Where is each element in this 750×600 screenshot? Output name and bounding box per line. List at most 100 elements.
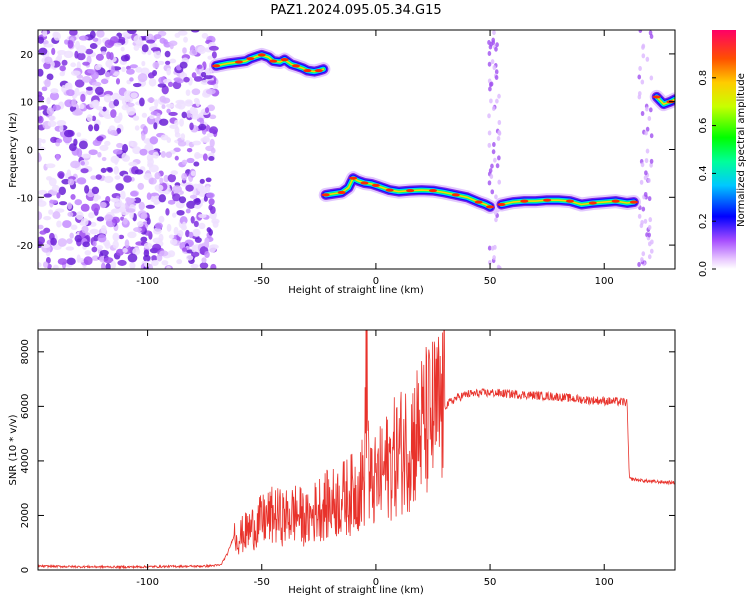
noise-blob xyxy=(48,115,56,121)
noise-blob xyxy=(147,97,155,103)
noise-blob xyxy=(133,227,142,233)
stripe-blob xyxy=(489,98,493,104)
noise-blob xyxy=(111,208,118,214)
noise-blob xyxy=(173,147,181,153)
noise-blob xyxy=(153,227,162,235)
noise-blob xyxy=(91,81,102,87)
noise-blob xyxy=(132,247,141,256)
noise-blob xyxy=(70,160,81,169)
x-tick-label: -50 xyxy=(254,577,270,588)
noise-blob xyxy=(58,186,67,196)
stripe-blob xyxy=(643,218,648,224)
noise-blob xyxy=(140,81,146,86)
stripe-blob xyxy=(649,133,654,139)
signal-peak xyxy=(629,200,638,204)
colorbar-ticks: 0.0 0.2 0.4 0.6 0.8 xyxy=(698,70,716,277)
noise-blob xyxy=(194,197,201,206)
noise-blob xyxy=(157,60,165,65)
noise-blob xyxy=(160,151,166,158)
noise-blob xyxy=(181,111,187,119)
signal-peak xyxy=(212,64,221,68)
noise-blob xyxy=(166,137,172,143)
noise-blob xyxy=(127,231,137,239)
noise-blob xyxy=(126,68,135,75)
noise-blob xyxy=(81,76,92,83)
noise-blob xyxy=(80,161,86,166)
noise-blob xyxy=(196,64,203,70)
noise-blob xyxy=(153,49,162,59)
noise-blob xyxy=(201,257,207,264)
stripe-blob xyxy=(649,158,654,164)
noise-blob xyxy=(205,145,215,152)
noise-blob xyxy=(174,132,181,138)
noise-blob xyxy=(59,71,66,77)
stripe-blob xyxy=(487,61,492,67)
noise-blob xyxy=(95,53,104,61)
noise-blob xyxy=(202,135,210,142)
noise-blob xyxy=(125,208,136,213)
noise-blob xyxy=(191,88,201,96)
colorbar-tick-label: 0.0 xyxy=(698,261,709,277)
noise-blob xyxy=(76,177,87,185)
noise-blob xyxy=(182,247,188,252)
noise-blob xyxy=(84,185,90,194)
noise-blob xyxy=(41,86,48,92)
signal-peak xyxy=(314,69,323,73)
noise-blob xyxy=(143,242,153,249)
noise-blob xyxy=(38,95,45,102)
noise-blob xyxy=(181,221,187,230)
noise-blob xyxy=(92,99,100,108)
noise-blob xyxy=(53,31,61,41)
noise-blob xyxy=(91,186,100,195)
noise-blob xyxy=(88,149,98,156)
signal-peak xyxy=(406,189,415,193)
noise-blob xyxy=(61,85,67,93)
noise-blob xyxy=(93,123,100,132)
stripe-blob xyxy=(497,129,502,135)
snr-series-line xyxy=(38,330,675,570)
noise-blob xyxy=(85,48,94,55)
noise-blob xyxy=(116,142,124,149)
noise-blob xyxy=(186,254,194,261)
noise-blob xyxy=(194,204,202,210)
signal-peak xyxy=(543,198,552,202)
noise-blob xyxy=(204,250,210,258)
signal-peak xyxy=(291,64,300,68)
noise-blob xyxy=(146,217,151,225)
noise-blob xyxy=(104,39,114,49)
stripe-blob xyxy=(492,65,497,71)
noise-blob xyxy=(199,262,209,269)
noise-blob xyxy=(75,40,81,50)
noise-blob xyxy=(208,45,219,51)
noise-blob xyxy=(168,234,175,239)
y-tick-label: 8000 xyxy=(20,339,31,364)
noise-blob xyxy=(184,100,194,107)
noise-blob xyxy=(152,243,162,252)
noise-blob xyxy=(199,118,205,126)
noise-blob xyxy=(127,30,137,35)
noise-blob xyxy=(50,88,59,94)
noise-blob xyxy=(158,215,165,223)
noise-blob xyxy=(147,72,155,79)
noise-blob xyxy=(89,228,100,235)
noise-blob xyxy=(209,138,215,148)
spectrogram-x-axis-label: Height of straight line (km) xyxy=(288,285,424,296)
stripe-blob xyxy=(494,74,499,80)
noise-blob xyxy=(125,197,132,203)
stripe-blob xyxy=(638,65,642,71)
noise-blob xyxy=(181,159,188,165)
noise-blob xyxy=(55,153,60,161)
noise-blob xyxy=(207,80,217,86)
noise-blob xyxy=(63,129,74,138)
stripe-blob xyxy=(647,254,652,260)
y-tick-label: 2000 xyxy=(20,503,31,528)
noise-blob xyxy=(64,82,71,90)
noise-blob xyxy=(94,86,104,95)
noise-blob xyxy=(38,138,44,144)
noise-blob xyxy=(153,200,159,206)
noise-blob xyxy=(175,99,185,105)
noise-blob xyxy=(206,132,214,138)
noise-blob xyxy=(70,193,76,200)
noise-blob xyxy=(64,99,74,108)
noise-blob xyxy=(191,113,200,120)
